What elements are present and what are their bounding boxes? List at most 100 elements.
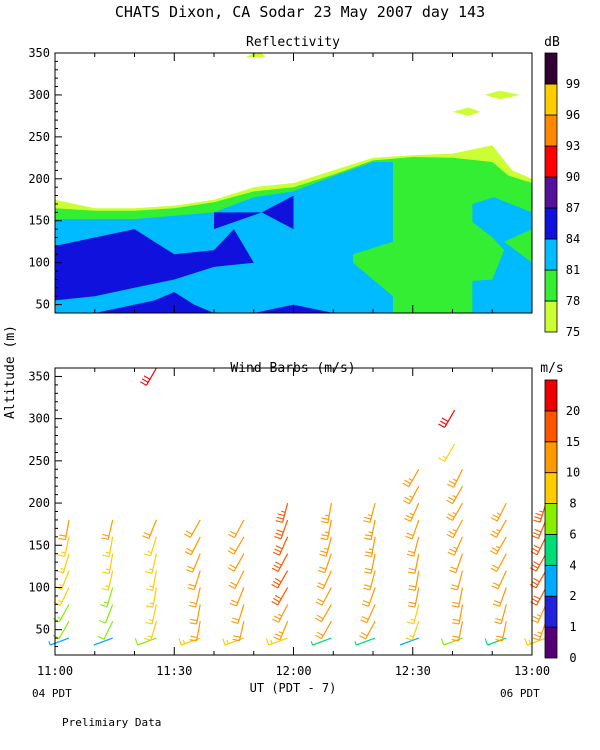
reflectivity-colorbar-level-label: 99	[566, 77, 580, 91]
wind-barb	[449, 553, 464, 574]
reflectivity-y-tick-label: 50	[36, 298, 50, 312]
reflectivity-region	[55, 229, 254, 301]
wind-barb	[145, 570, 157, 591]
wind-barb	[490, 502, 507, 522]
wind-barb	[101, 570, 114, 591]
reflectivity-colorbar-swatch	[544, 207, 558, 240]
wind-barb	[320, 502, 332, 524]
wind-barb	[55, 570, 70, 590]
wind-barb	[320, 519, 332, 541]
reflectivity-colorbar: 75 78 81 84 87 90 93 96 99	[544, 52, 580, 339]
wind-barb	[232, 621, 245, 642]
wind-y-tick-label: 350	[28, 369, 50, 383]
wind-barb	[187, 570, 201, 591]
wind-barb	[364, 553, 376, 574]
wind-barb	[407, 553, 420, 574]
wind-barb	[315, 604, 332, 623]
reflectivity-colorbar-level-label: 75	[566, 325, 580, 339]
wind-barb	[231, 604, 245, 625]
wind-barb	[184, 536, 201, 556]
wind-y-tick-label: 150	[28, 538, 50, 552]
y-axis-label: Altitude (m)	[3, 325, 18, 419]
wind-frame	[54, 367, 533, 656]
wind-barb	[451, 621, 464, 642]
wind-barbs-panel: 50 100 150 200 250 300 350 11:00 11:30 12:00 12:30…	[28, 367, 550, 678]
wind-barb	[184, 519, 201, 538]
wind-barb	[140, 367, 157, 386]
wind-barb	[185, 553, 201, 573]
wind-colorbar-swatch	[544, 626, 558, 659]
wind-barb	[319, 536, 332, 557]
wind-barb	[490, 553, 507, 572]
wind-barb	[403, 502, 420, 522]
wind-barb	[102, 536, 114, 558]
wind-colorbar-swatch	[544, 534, 558, 566]
wind-barb	[490, 519, 507, 538]
wind-barb	[143, 536, 157, 557]
reflectivity-colorbar-level-label: 78	[566, 294, 580, 308]
wind-barb	[316, 570, 332, 590]
reflectivity-y-tick-label: 200	[28, 172, 50, 186]
wind-barb	[495, 621, 507, 642]
right-time-note: 06 PDT	[500, 687, 540, 700]
wind-colorbar-level-label: 1	[569, 620, 576, 634]
wind-barb	[272, 604, 289, 623]
reflectivity-region	[484, 90, 521, 100]
wind-barb	[446, 502, 464, 521]
wind-barb	[447, 469, 464, 488]
wind-barb	[102, 553, 114, 574]
reflectivity-region	[392, 157, 532, 204]
wind-barb	[364, 519, 376, 541]
wind-barb	[452, 604, 464, 625]
wind-barb	[494, 604, 507, 625]
wind-barb	[531, 519, 547, 540]
reflectivity-region	[214, 195, 294, 230]
wind-x-tick-label: 12:30	[395, 664, 431, 678]
wind-colorbar-unit: m/s	[540, 361, 563, 376]
wind-barb	[229, 587, 245, 607]
wind-barb	[446, 519, 464, 539]
wind-barb	[48, 637, 70, 646]
wind-colorbar: 0 1 2 4 6 8 10 15 20	[544, 379, 580, 665]
wind-barb	[57, 536, 70, 557]
wind-colorbar-swatch	[544, 564, 558, 597]
wind-barb	[489, 536, 507, 555]
wind-colorbar-level-label: 15	[566, 435, 580, 449]
reflectivity-region	[245, 53, 266, 58]
wind-barb	[402, 485, 420, 505]
wind-colorbar-level-label: 10	[566, 466, 580, 480]
reflectivity-title: Reflectivity	[246, 35, 340, 50]
wind-colorbar-level-label: 6	[569, 527, 576, 541]
wind-barb	[446, 485, 464, 505]
wind-barb	[142, 519, 157, 540]
wind-barb	[492, 587, 507, 607]
wind-barb	[271, 553, 289, 572]
wind-colorbar-swatch	[544, 472, 558, 504]
wind-barb	[310, 637, 332, 646]
wind-barb	[406, 536, 420, 557]
reflectivity-colorbar-swatch	[544, 238, 558, 271]
wind-barb	[145, 604, 157, 625]
wind-colorbar-swatch	[544, 441, 558, 474]
left-time-note: 04 PDT	[32, 687, 72, 700]
wind-colorbar-level-label: 4	[569, 558, 576, 572]
wind-barb	[530, 536, 547, 556]
wind-barb	[189, 604, 201, 625]
reflectivity-colorbar-level-label: 81	[566, 263, 580, 277]
wind-barb	[265, 637, 288, 646]
wind-barb	[363, 502, 376, 523]
wind-barb	[227, 553, 245, 572]
reflectivity-region	[353, 212, 505, 297]
wind-barb	[364, 536, 376, 558]
wind-barb	[100, 587, 114, 608]
reflectivity-region	[55, 271, 75, 284]
reflectivity-colorbar-swatch	[544, 52, 558, 85]
reflectivity-colorbar-unit: dB	[544, 35, 560, 50]
reflectivity-colorbar-level-label: 96	[566, 108, 580, 122]
figure-title: CHATS Dixon, CA Sodar 23 May 2007 day 14…	[115, 3, 485, 21]
wind-barb	[53, 587, 70, 606]
x-axis-label: UT (PDT - 7)	[250, 681, 337, 695]
wind-barb	[359, 620, 376, 640]
reflectivity-y-tick-label: 300	[28, 88, 50, 102]
